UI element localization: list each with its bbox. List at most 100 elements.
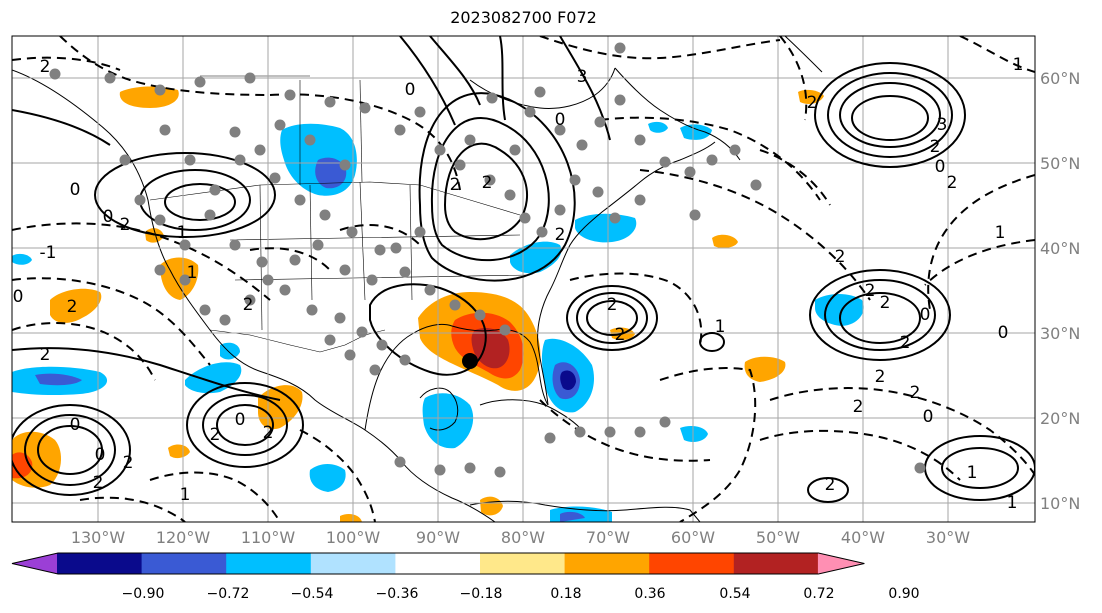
station-dot bbox=[609, 212, 621, 224]
dashed-contour-13 bbox=[759, 429, 961, 481]
contour-label: 2 bbox=[120, 215, 131, 235]
state-border-5 bbox=[229, 234, 521, 241]
station-dot bbox=[262, 274, 274, 286]
contour-east-atlantic-high-1 bbox=[839, 82, 941, 148]
station-dot bbox=[534, 86, 546, 98]
station-dot bbox=[554, 124, 566, 136]
station-dot bbox=[284, 89, 296, 101]
contour-label: 2 bbox=[263, 423, 274, 443]
dashed-contour-3 bbox=[12, 322, 156, 381]
contour-label: 1 bbox=[187, 263, 198, 283]
station-dot bbox=[324, 334, 336, 346]
colorbar-extend-high bbox=[817, 553, 865, 574]
station-dot bbox=[209, 184, 221, 196]
colorbar-tick-label: 0.54 bbox=[719, 586, 750, 602]
dashed-contour-20 bbox=[339, 224, 421, 246]
station-dot bbox=[204, 209, 216, 221]
station-dot bbox=[394, 456, 406, 468]
cold-anomaly-northeast bbox=[575, 213, 637, 243]
dashed-contours bbox=[12, 36, 1035, 522]
contour-label: 1 bbox=[715, 317, 726, 337]
contour-label: 0 bbox=[998, 323, 1009, 343]
dashed-contour-15 bbox=[569, 272, 703, 346]
coastline-gulf-of-mexico bbox=[364, 323, 549, 431]
station-dot bbox=[554, 204, 566, 216]
contour-label: 0 bbox=[70, 180, 81, 200]
contour-label: 0 bbox=[13, 287, 24, 307]
contour-label: 0 bbox=[235, 410, 246, 430]
contour-label: 2 bbox=[40, 345, 51, 365]
station-dot bbox=[486, 92, 498, 104]
station-dot bbox=[374, 244, 386, 256]
station-dot bbox=[119, 154, 131, 166]
latitude-labels: 60°N 50°N 40°N 30°N 20°N 10°N bbox=[1040, 69, 1080, 513]
contour-label: 0 bbox=[405, 80, 416, 100]
contour-label: 2 bbox=[865, 281, 876, 301]
warm-anomaly-south-pacific bbox=[340, 514, 362, 522]
station-dot bbox=[684, 166, 696, 178]
cold-anomaly-hudson bbox=[648, 121, 668, 133]
colorbar-tick-label: −0.36 bbox=[376, 586, 419, 602]
contour-mid-atlantic-high-1 bbox=[824, 279, 936, 351]
station-dot bbox=[376, 339, 388, 351]
contour-east-atlantic-high-2 bbox=[827, 72, 953, 158]
contour-label: 2 bbox=[900, 333, 911, 353]
contour-north-trough-2 bbox=[429, 36, 481, 106]
warm-anomaly-pacific-2 bbox=[50, 288, 102, 323]
station-dot bbox=[194, 76, 206, 88]
station-dot bbox=[274, 119, 286, 131]
station-dot bbox=[594, 116, 606, 128]
station-dot bbox=[592, 186, 604, 198]
contour-label: 2 bbox=[123, 453, 134, 473]
lon-label: 110°W bbox=[241, 528, 296, 547]
contour-label: 0 bbox=[70, 415, 81, 435]
dashed-contour-12 bbox=[769, 387, 1035, 476]
station-dot bbox=[689, 209, 701, 221]
state-border-6 bbox=[234, 274, 531, 281]
colorbar-segment bbox=[564, 553, 650, 574]
station-dot bbox=[544, 432, 556, 444]
coastline-greenland bbox=[784, 36, 823, 73]
storm-center-marker bbox=[462, 353, 478, 369]
station-dot bbox=[519, 212, 531, 224]
contour-gulf-low bbox=[369, 283, 487, 376]
station-dot bbox=[229, 126, 241, 138]
contour-label: -1 bbox=[40, 243, 57, 263]
colorbar-tick-label: 0.36 bbox=[634, 586, 665, 602]
contour-label: 2 bbox=[482, 173, 493, 193]
contour-label: 1 bbox=[180, 485, 191, 505]
strong-cold-anomaly-south-caribbean bbox=[560, 511, 585, 522]
station-dot bbox=[154, 84, 166, 96]
dashed-contour-16 bbox=[539, 399, 711, 462]
contour-small-ring-2 bbox=[807, 477, 849, 503]
colorbar-tick-label: −0.90 bbox=[122, 586, 165, 602]
strong-cold-anomaly-north-plains bbox=[315, 157, 347, 189]
station-dot bbox=[634, 134, 646, 146]
station-dot bbox=[234, 154, 246, 166]
contour-label: 3 bbox=[577, 67, 588, 87]
contour-label: 2 bbox=[825, 475, 836, 495]
contour-pacific-high-3 bbox=[37, 425, 103, 475]
station-dot bbox=[474, 309, 486, 321]
contour-mid-atlantic-high-3 bbox=[839, 292, 921, 344]
contour-label: 2 bbox=[40, 57, 51, 77]
canada-province-2 bbox=[359, 79, 363, 183]
contour-label: 2 bbox=[875, 367, 886, 387]
warm-anomaly-pacific-3 bbox=[168, 444, 190, 459]
contour-alaska bbox=[12, 109, 111, 146]
colorbar-segment bbox=[649, 553, 735, 574]
station-dot bbox=[179, 239, 191, 251]
station-dot bbox=[306, 304, 318, 316]
station-dot bbox=[706, 154, 718, 166]
colorbar-tick-label: 0.90 bbox=[888, 586, 919, 602]
contour-atlantic-high-small-3 bbox=[586, 300, 638, 336]
station-dot bbox=[576, 139, 588, 151]
lon-label: 30°W bbox=[926, 528, 970, 547]
coastline-yucatan bbox=[419, 387, 459, 431]
station-dot bbox=[244, 294, 256, 306]
station-dot bbox=[334, 312, 346, 324]
contour-label: 1 bbox=[177, 223, 188, 243]
contour-mexico-pacific-high-1 bbox=[202, 394, 288, 456]
station-dot bbox=[254, 144, 266, 156]
contour-label: 2 bbox=[67, 297, 78, 317]
